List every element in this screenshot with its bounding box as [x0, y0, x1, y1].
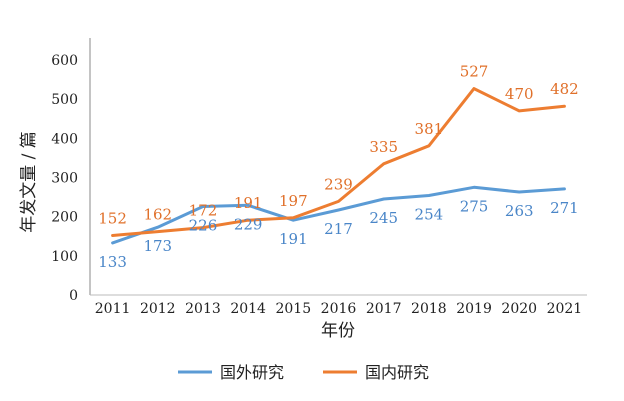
data-label: 217 [324, 220, 353, 238]
data-label: 239 [324, 175, 353, 193]
data-label: 173 [143, 237, 172, 255]
x-tick-label: 2015 [275, 301, 311, 317]
data-label: 254 [415, 206, 444, 224]
x-tick-labels: 2011 2012 2013 2014 2015 2016 2017 2018 2019 2020… [95, 301, 582, 317]
x-tick-label: 2020 [501, 301, 537, 317]
y-tick-label: 500 [51, 92, 78, 108]
data-label: 271 [550, 199, 579, 217]
x-tick-label: 2018 [411, 301, 447, 317]
series-line-2 [111, 87, 566, 237]
x-tick-label: 2014 [230, 301, 266, 317]
legend-label-1: 国外研究 [220, 363, 284, 382]
data-label: 263 [505, 202, 534, 220]
data-label: 470 [505, 85, 534, 103]
x-tick-label: 2011 [95, 301, 131, 317]
data-label: 229 [234, 215, 263, 233]
y-tick-label: 300 [51, 171, 78, 187]
x-tick-label: 2013 [185, 301, 221, 317]
data-label: 152 [98, 209, 127, 227]
y-tick-label: 0 [69, 288, 78, 304]
series-line-1 [111, 185, 566, 245]
data-labels: 133 173 226 229 191 217 245 254 275 263 271 152 162 1… [98, 63, 578, 271]
x-axis-title: 年份 [321, 321, 355, 341]
data-label: 275 [460, 197, 489, 215]
y-tick-label: 400 [51, 131, 78, 147]
x-tick-label: 2017 [366, 301, 402, 317]
data-label: 527 [460, 63, 489, 81]
data-label: 197 [279, 192, 308, 210]
data-label: 245 [369, 209, 398, 227]
y-tick-label: 200 [51, 210, 78, 226]
legend: 国外研究 国内研究 [178, 363, 429, 382]
data-label: 191 [234, 194, 263, 212]
y-tick-label: 600 [51, 53, 78, 69]
y-axis-title: 年发文量 / 篇 [19, 131, 39, 233]
x-tick-label: 2021 [547, 301, 583, 317]
x-tick-label: 2012 [140, 301, 176, 317]
series-lines [111, 87, 566, 245]
data-label: 226 [189, 216, 218, 234]
x-tick-label: 2019 [456, 301, 492, 317]
data-label: 162 [143, 206, 172, 224]
data-label: 133 [98, 253, 127, 271]
data-label: 482 [550, 80, 579, 98]
data-label: 191 [279, 230, 308, 248]
x-tick-label: 2016 [321, 301, 357, 317]
y-tick-labels: 0 100 200 300 400 500 600 [51, 53, 78, 304]
data-label: 381 [415, 120, 444, 138]
y-tick-label: 100 [51, 249, 78, 265]
data-label: 172 [189, 202, 218, 220]
legend-label-2: 国内研究 [365, 363, 429, 382]
data-label: 335 [369, 138, 398, 156]
